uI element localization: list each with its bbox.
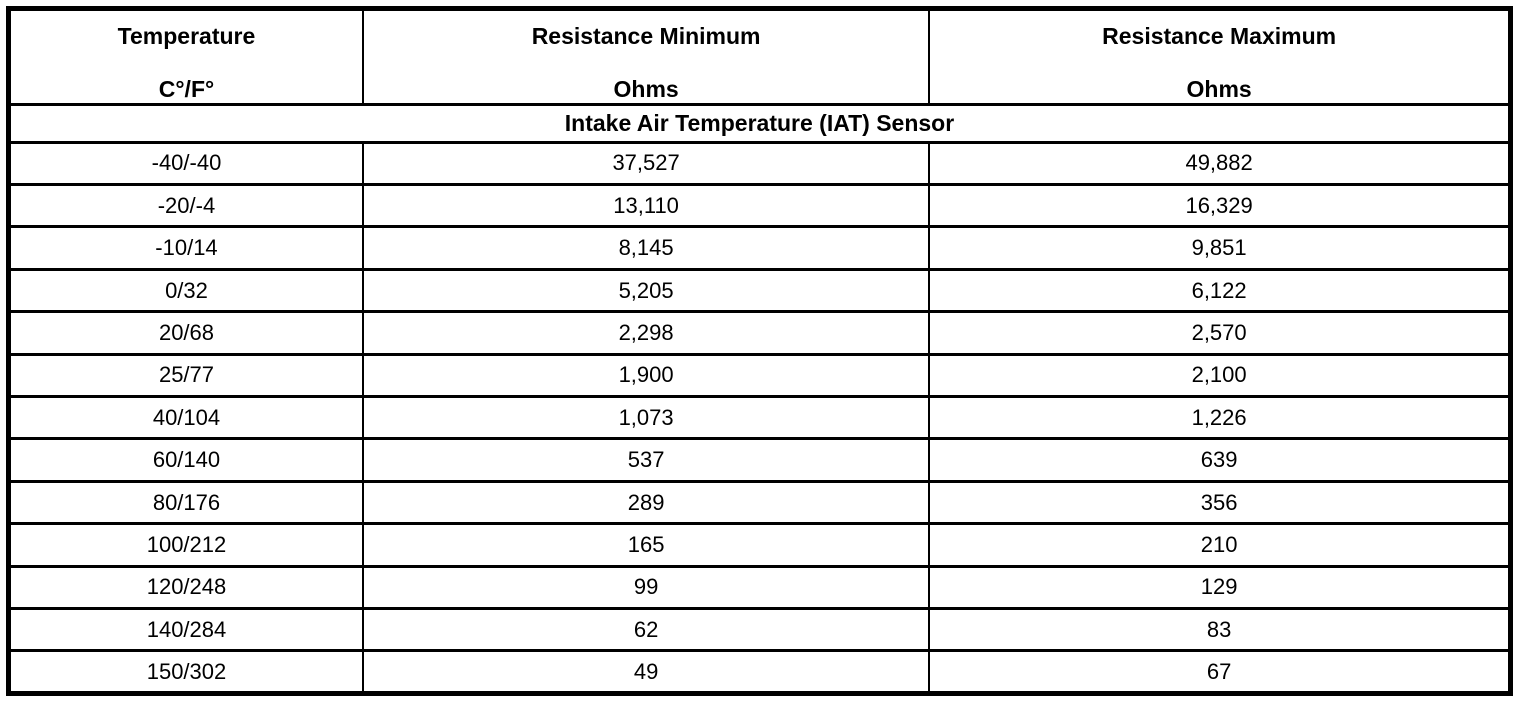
- temperature-cell: 120/248: [7, 564, 364, 611]
- resistance-max-cell: 129: [928, 564, 1512, 611]
- resistance-max-cell: 9,851: [928, 225, 1512, 271]
- table-row: -10/14 8,145 9,851: [7, 225, 1512, 271]
- col-header-temperature: Temperature C°/F°: [7, 7, 364, 106]
- table-row: 100/212 165 210: [7, 522, 1512, 568]
- resistance-min-cell: 8,145: [361, 225, 931, 271]
- resistance-min-cell: 5,205: [361, 267, 931, 314]
- resistance-max-cell: 2,570: [928, 310, 1512, 356]
- temperature-cell: -40/-40: [7, 140, 364, 187]
- temperature-cell: 60/140: [7, 437, 364, 483]
- resistance-min-cell: 99: [361, 564, 931, 611]
- resistance-max-cell: 16,329: [928, 182, 1512, 229]
- table-row: 40/104 1,073 1,226: [7, 395, 1512, 441]
- resistance-max-cell: 639: [928, 437, 1512, 483]
- resistance-maximum-header-label: Resistance Maximum: [1102, 23, 1337, 49]
- resistance-minimum-header-label: Resistance Minimum: [531, 23, 761, 49]
- temperature-cell: 20/68: [7, 310, 364, 356]
- temperature-cell: 100/212: [7, 522, 364, 568]
- resistance-max-cell: 67: [928, 649, 1512, 695]
- resistance-min-cell: 49: [361, 649, 931, 695]
- table-row: 140/284 62 83: [7, 607, 1512, 653]
- temperature-cell: 140/284: [7, 607, 364, 653]
- temperature-header-label: Temperature: [117, 23, 256, 49]
- resistance-min-cell: 13,110: [361, 182, 931, 229]
- table-row: 0/32 5,205 6,122: [7, 267, 1512, 314]
- resistance-max-cell: 6,122: [928, 267, 1512, 314]
- temperature-cell: -20/-4: [7, 182, 364, 229]
- table-row: 60/140 537 639: [7, 437, 1512, 483]
- temperature-cell: -10/14: [7, 225, 364, 271]
- resistance-min-cell: 62: [361, 607, 931, 653]
- resistance-maximum-unit-label: Ohms: [1186, 76, 1252, 103]
- resistance-max-cell: 2,100: [928, 352, 1512, 399]
- col-header-resistance-minimum: Resistance Minimum Ohms: [361, 7, 931, 106]
- table-header-row: Temperature C°/F° Resistance Minimum Ohm…: [7, 7, 1512, 106]
- table-row: -40/-40 37,527 49,882: [7, 140, 1512, 187]
- table-row: 120/248 99 129: [7, 564, 1512, 611]
- resistance-max-cell: 356: [928, 479, 1512, 526]
- resistance-max-cell: 83: [928, 607, 1512, 653]
- resistance-min-cell: 1,900: [361, 352, 931, 399]
- resistance-max-cell: 1,226: [928, 395, 1512, 441]
- table-row: -20/-4 13,110 16,329: [7, 182, 1512, 229]
- resistance-min-cell: 2,298: [361, 310, 931, 356]
- resistance-max-cell: 210: [928, 522, 1512, 568]
- resistance-minimum-unit-label: Ohms: [613, 76, 679, 103]
- table-row: 80/176 289 356: [7, 479, 1512, 526]
- temperature-unit-label: C°/F°: [158, 76, 215, 103]
- table-row: 20/68 2,298 2,570: [7, 310, 1512, 356]
- table-section-row: Intake Air Temperature (IAT) Sensor: [7, 102, 1512, 144]
- resistance-min-cell: 37,527: [361, 140, 931, 187]
- temperature-cell: 150/302: [7, 649, 364, 695]
- col-header-resistance-maximum: Resistance Maximum Ohms: [928, 7, 1512, 106]
- resistance-max-cell: 49,882: [928, 140, 1512, 187]
- temperature-cell: 25/77: [7, 352, 364, 399]
- section-title: Intake Air Temperature (IAT) Sensor: [7, 102, 1512, 144]
- resistance-min-cell: 1,073: [361, 395, 931, 441]
- resistance-min-cell: 537: [361, 437, 931, 483]
- temperature-cell: 40/104: [7, 395, 364, 441]
- table-row: 25/77 1,900 2,100: [7, 352, 1512, 399]
- temperature-cell: 80/176: [7, 479, 364, 526]
- temperature-cell: 0/32: [7, 267, 364, 314]
- resistance-min-cell: 289: [361, 479, 931, 526]
- table-row: 150/302 49 67: [7, 649, 1512, 695]
- resistance-min-cell: 165: [361, 522, 931, 568]
- iat-sensor-resistance-table: Temperature C°/F° Resistance Minimum Ohm…: [6, 6, 1513, 696]
